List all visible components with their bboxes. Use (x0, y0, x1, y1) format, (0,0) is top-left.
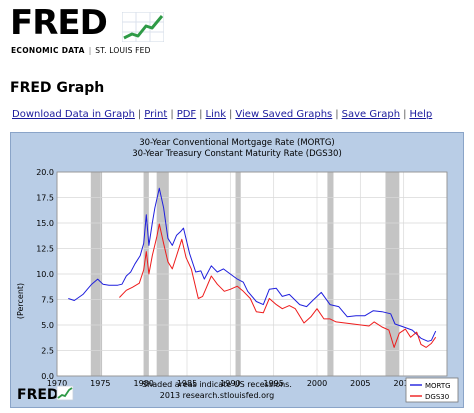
series-line-mortg (68, 187, 437, 342)
x-tick-label: 1990 (220, 379, 240, 388)
view-saved-graphs-link[interactable]: View Saved Graphs (235, 109, 333, 120)
save-graph-link[interactable]: Save Graph (341, 109, 401, 120)
grid-lines (56, 171, 448, 377)
y-tick-label: 15.0 (36, 219, 54, 228)
toolbar-separator: | (229, 109, 233, 120)
fred-wordmark: FRED (10, 3, 108, 43)
x-tick-label: 1970 (47, 379, 67, 388)
fred-footer-chart-icon (57, 387, 73, 399)
legend-label-dgs30: DGS30 (425, 393, 449, 401)
fred-footer-logo: FRED (17, 385, 74, 403)
y-tick-label: 10.0 (36, 270, 54, 279)
tagline-separator: | (88, 46, 92, 55)
fred-footer-wordmark: FRED (17, 387, 59, 403)
y-tick-label: 20.0 (36, 168, 54, 177)
page-title: FRED Graph (10, 80, 105, 96)
x-tick-label: 1980 (133, 379, 153, 388)
toolbar-separator: | (170, 109, 174, 120)
link-link[interactable]: Link (205, 109, 227, 120)
chart-panel: 30-Year Conventional Mortgage Rate (MORT… (10, 132, 464, 408)
footnote-source: 2013 research.stlouisfed.org (160, 391, 274, 400)
y-tick-label: 17.5 (36, 194, 54, 203)
footnote-recessions: Shaded areas indicate US recessions. (142, 380, 292, 389)
series-lines (68, 187, 437, 348)
y-tick-label: 12.5 (36, 245, 54, 254)
chart-title-line-2: 30-Year Treasury Constant Maturity Rate … (132, 149, 342, 159)
graph-toolbar: Download Data in Graph | Print | PDF | Link | Vi… (12, 109, 432, 120)
chart-title-line-1: 30-Year Conventional Mortgage Rate (MORT… (139, 138, 335, 148)
y-axis-label: (Percent) (16, 283, 25, 319)
legend-label-mortg: MORTG (425, 382, 451, 390)
pdf-link[interactable]: PDF (176, 109, 197, 120)
y-tick-labels: 0.0 2.5 5.0 7.5 10.0 12.5 15.0 17.5 20.0 (36, 168, 54, 381)
y-tick-label: 5.0 (41, 321, 54, 330)
y-tick-label: 7.5 (41, 296, 54, 305)
legend: MORTG DGS30 (405, 377, 459, 403)
help-link[interactable]: Help (409, 109, 433, 120)
fred-chart-icon (122, 12, 164, 42)
toolbar-separator: | (335, 109, 339, 120)
download-data-link[interactable]: Download Data in Graph (12, 109, 135, 120)
tagline-st-louis-fed: ST. LOUIS FED (95, 46, 151, 55)
line-chart: 30-Year Conventional Mortgage Rate (MORT… (16, 138, 459, 403)
plot-border (56, 171, 448, 377)
x-tick-label: 2010 (393, 379, 413, 388)
x-tick-label: 1985 (177, 379, 197, 388)
series-line-dgs30 (119, 223, 437, 348)
toolbar-separator: | (137, 109, 142, 120)
toolbar-separator: | (403, 109, 407, 120)
x-tick-label: 2000 (307, 379, 327, 388)
y-tick-label: 0.0 (41, 372, 54, 381)
y-tick-label: 2.5 (41, 347, 54, 356)
tagline-economic-data: ECONOMIC DATA (11, 46, 85, 55)
toolbar-separator: | (199, 109, 203, 120)
print-link[interactable]: Print (144, 109, 168, 120)
x-tick-label: 1995 (263, 379, 283, 388)
fred-logo[interactable]: FRED ECONOMIC DATA | ST. LOUIS FED (10, 6, 170, 60)
x-tick-label: 1975 (90, 379, 110, 388)
x-tick-label: 2005 (350, 379, 370, 388)
